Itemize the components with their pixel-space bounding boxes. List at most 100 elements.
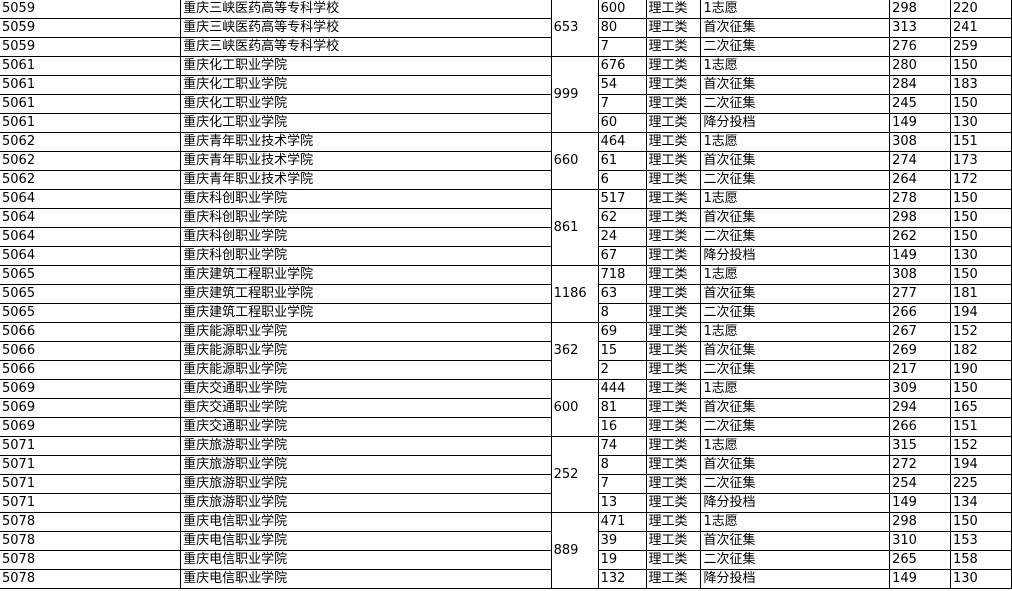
table-row: 5064 重庆科创职业学院 67 理工类 降分投档 149 130 <box>0 246 1012 266</box>
table-row: 5066 重庆能源职业学院 362 69 理工类 1志愿 267 152 <box>0 322 1012 380</box>
score-low-cell: 220 <box>950 0 1012 19</box>
type-cell: 理工类 <box>645 265 702 285</box>
score-low-cell: 194 <box>950 303 1012 323</box>
count-cell: 54 <box>597 75 647 95</box>
score-low-cell: 150 <box>950 208 1012 228</box>
batch-cell: 1志愿 <box>700 322 891 342</box>
type-cell: 理工类 <box>645 550 702 570</box>
plan-total: 889 <box>550 512 599 589</box>
batch-cell: 首次征集 <box>700 398 891 418</box>
batch-cell: 1志愿 <box>700 265 891 285</box>
score-low-cell: 150 <box>950 189 1012 209</box>
score-high-cell: 245 <box>889 94 952 114</box>
count-cell: 676 <box>597 56 647 76</box>
table-row: 5062 重庆青年职业技术学院 660 464 理工类 1志愿 308 151 <box>0 132 1012 190</box>
count-cell: 80 <box>597 18 647 38</box>
school-name: 重庆旅游职业学院 <box>180 455 552 475</box>
count-cell: 63 <box>597 284 647 304</box>
school-code: 5061 <box>0 75 182 95</box>
score-low-cell: 172 <box>950 170 1012 190</box>
batch-cell: 1志愿 <box>700 0 891 19</box>
score-high-cell: 298 <box>889 512 952 532</box>
count-cell: 15 <box>597 341 647 361</box>
school-name: 重庆电信职业学院 <box>180 531 552 551</box>
count-cell: 6 <box>597 170 647 190</box>
score-low-cell: 130 <box>950 569 1012 589</box>
school-code: 5069 <box>0 379 182 399</box>
plan-total: 861 <box>550 189 599 266</box>
count-cell: 444 <box>597 379 647 399</box>
score-high-cell: 276 <box>889 37 952 57</box>
school-code: 5065 <box>0 265 182 285</box>
school-code: 5064 <box>0 189 182 209</box>
type-cell: 理工类 <box>645 18 702 38</box>
count-cell: 2 <box>597 360 647 380</box>
batch-cell: 二次征集 <box>700 303 891 323</box>
school-name: 重庆科创职业学院 <box>180 227 552 247</box>
school-name: 重庆科创职业学院 <box>180 189 552 209</box>
school-name: 重庆建筑工程职业学院 <box>180 303 552 323</box>
batch-cell: 1志愿 <box>700 436 891 456</box>
batch-cell: 降分投档 <box>700 493 891 513</box>
count-cell: 517 <box>597 189 647 209</box>
score-high-cell: 274 <box>889 151 952 171</box>
school-name: 重庆化工职业学院 <box>180 75 552 95</box>
school-code: 5059 <box>0 18 182 38</box>
school-code: 5066 <box>0 322 182 342</box>
score-high-cell: 149 <box>889 246 952 266</box>
type-cell: 理工类 <box>645 398 702 418</box>
type-cell: 理工类 <box>645 170 702 190</box>
table-row: 5066 重庆能源职业学院 2 理工类 二次征集 217 190 <box>0 360 1012 380</box>
school-name: 重庆化工职业学院 <box>180 94 552 114</box>
school-name: 重庆三峡医药高等专科学校 <box>180 0 552 19</box>
count-cell: 8 <box>597 455 647 475</box>
school-code: 5061 <box>0 113 182 133</box>
table-row: 5059 重庆三峡医药高等专科学校 7 理工类 二次征集 276 259 <box>0 37 1012 57</box>
table-row: 5065 重庆建筑工程职业学院 1186 718 理工类 1志愿 308 150 <box>0 265 1012 323</box>
table-row: 5066 重庆能源职业学院 15 理工类 首次征集 269 182 <box>0 341 1012 361</box>
score-low-cell: 194 <box>950 455 1012 475</box>
school-code: 5062 <box>0 170 182 190</box>
count-cell: 16 <box>597 417 647 437</box>
school-code: 5069 <box>0 398 182 418</box>
score-high-cell: 308 <box>889 132 952 152</box>
score-high-cell: 149 <box>889 569 952 589</box>
score-low-cell: 134 <box>950 493 1012 513</box>
table-row: 5059 重庆三峡医药高等专科学校 80 理工类 首次征集 313 241 <box>0 18 1012 38</box>
school-name: 重庆电信职业学院 <box>180 550 552 570</box>
score-high-cell: 149 <box>889 493 952 513</box>
count-cell: 67 <box>597 246 647 266</box>
batch-cell: 首次征集 <box>700 151 891 171</box>
score-low-cell: 130 <box>950 113 1012 133</box>
score-high-cell: 315 <box>889 436 952 456</box>
school-code: 5071 <box>0 493 182 513</box>
score-low-cell: 150 <box>950 265 1012 285</box>
table-row: 5069 重庆交通职业学院 81 理工类 首次征集 294 165 <box>0 398 1012 418</box>
score-low-cell: 158 <box>950 550 1012 570</box>
type-cell: 理工类 <box>645 322 702 342</box>
school-code: 5059 <box>0 0 182 19</box>
score-low-cell: 152 <box>950 436 1012 456</box>
score-high-cell: 269 <box>889 341 952 361</box>
type-cell: 理工类 <box>645 284 702 304</box>
count-cell: 471 <box>597 512 647 532</box>
table-row: 5061 重庆化工职业学院 54 理工类 首次征集 284 183 <box>0 75 1012 95</box>
count-cell: 81 <box>597 398 647 418</box>
type-cell: 理工类 <box>645 246 702 266</box>
type-cell: 理工类 <box>645 189 702 209</box>
count-cell: 464 <box>597 132 647 152</box>
type-cell: 理工类 <box>645 531 702 551</box>
school-code: 5066 <box>0 341 182 361</box>
type-cell: 理工类 <box>645 0 702 19</box>
batch-cell: 二次征集 <box>700 227 891 247</box>
score-low-cell: 152 <box>950 322 1012 342</box>
type-cell: 理工类 <box>645 341 702 361</box>
count-cell: 13 <box>597 493 647 513</box>
batch-cell: 二次征集 <box>700 474 891 494</box>
school-code: 5059 <box>0 37 182 57</box>
school-code: 5064 <box>0 246 182 266</box>
table-row: 5061 重庆化工职业学院 999 676 理工类 1志愿 280 150 <box>0 56 1012 133</box>
table-row: 5071 重庆旅游职业学院 13 理工类 降分投档 149 134 <box>0 493 1012 513</box>
